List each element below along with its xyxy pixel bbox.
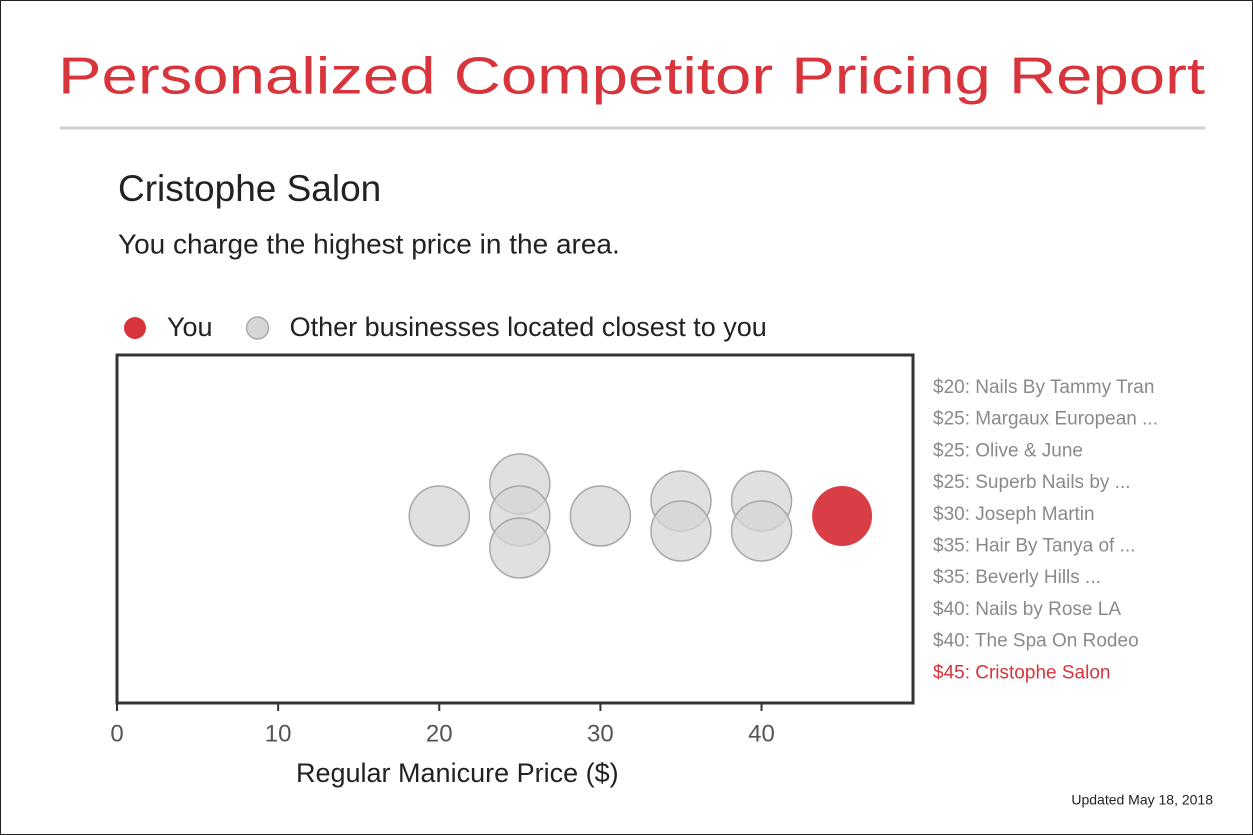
price-list-item: $35: Beverly Hills ... <box>933 567 1101 588</box>
price-list-item: $30: Joseph Martin <box>933 504 1095 525</box>
x-tick-label: 10 <box>265 720 292 747</box>
legend-swatch <box>245 316 270 340</box>
x-tick-label: 40 <box>748 720 775 747</box>
x-axis-label: Regular Manicure Price ($) <box>296 758 619 788</box>
x-tick-label: 0 <box>110 720 123 747</box>
price-point <box>730 500 793 562</box>
price-point <box>812 486 873 546</box>
updated-note: Updated May 18, 2018 <box>1071 792 1213 808</box>
report-title: Personalized Competitor Pricing Report <box>58 48 1206 106</box>
x-tick-label: 30 <box>587 720 614 747</box>
legend-label: You <box>167 312 213 342</box>
legend-swatch <box>124 317 146 339</box>
price-list-item: $25: Superb Nails by ... <box>933 472 1131 493</box>
price-list-item: $40: Nails by Rose LA <box>933 599 1121 620</box>
price-point <box>569 485 632 547</box>
price-list-item: $25: Margaux European ... <box>933 409 1158 430</box>
price-list-item: $45: Cristophe Salon <box>933 662 1110 683</box>
x-tick-label: 20 <box>426 720 453 747</box>
subtitle: You charge the highest price in the area… <box>118 228 620 259</box>
price-point <box>489 517 551 579</box>
price-list-item: $40: The Spa On Rodeo <box>933 631 1139 652</box>
price-list-item: $35: Hair By Tanya of ... <box>933 536 1135 557</box>
price-list-item: $25: Olive & June <box>933 440 1083 461</box>
business-name: Cristophe Salon <box>118 168 381 209</box>
plot-frame <box>115 353 915 705</box>
legend-label: Other businesses located closest to you <box>290 312 767 342</box>
price-point <box>408 485 471 547</box>
price-list-item: $20: Nails By Tammy Tran <box>933 377 1154 398</box>
price-point <box>650 500 712 562</box>
